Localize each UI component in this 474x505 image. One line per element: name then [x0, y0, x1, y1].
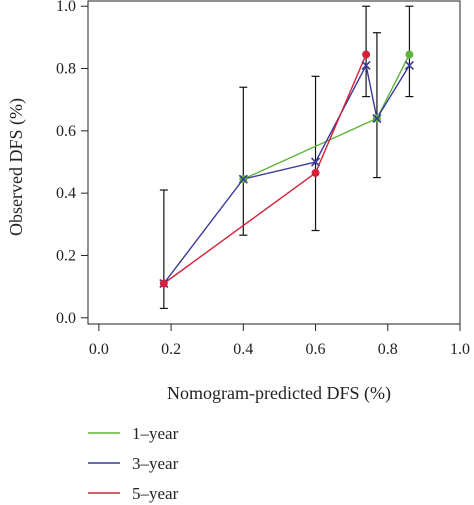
x-tick-label: 0.8	[378, 341, 398, 358]
y-axis-label: Observed DFS (%)	[6, 98, 27, 236]
data-point-stroke	[372, 113, 382, 123]
x-axis-label: Nomogram-predicted DFS (%)	[167, 383, 391, 404]
axes	[81, 0, 461, 331]
x-tick-label: 0.0	[89, 341, 109, 358]
x-tick-label: 1.0	[450, 341, 470, 358]
data-point-stroke	[238, 174, 248, 184]
data-point-stroke	[404, 60, 415, 70]
data-point	[159, 279, 168, 288]
data-point	[238, 174, 248, 184]
x-tick-label: 0.6	[306, 341, 326, 358]
data-point	[311, 168, 320, 177]
data-point-stroke	[310, 157, 321, 167]
legend-label: 1–year	[132, 424, 179, 443]
y-tick-label: 0.0	[56, 310, 76, 327]
tick-labels: 0.0 0.2 0.4 0.6 0.8 1.0 0.0 0.2 0.4 0.6 0.8 1.0	[56, 0, 470, 358]
y-tick-label: 0.4	[56, 185, 76, 202]
series-lines	[163, 54, 411, 285]
legend-label: 5–year	[132, 484, 179, 503]
data-point-stroke	[361, 60, 371, 70]
y-tick-label: 0.8	[56, 61, 76, 78]
plot-frame	[87, 0, 461, 325]
series-line-1	[243, 54, 411, 180]
data-point	[310, 157, 321, 167]
x-tick-label: 0.4	[233, 341, 253, 358]
x-tick-label: 0.2	[161, 341, 181, 358]
series-markers	[159, 50, 415, 289]
data-point	[362, 50, 371, 59]
y-tick-label: 0.6	[56, 123, 76, 140]
legend: 1–year 3–year 5–year	[88, 424, 179, 503]
series-line-2	[163, 63, 410, 284]
error-bars	[159, 5, 414, 310]
y-tick-label: 0.2	[56, 247, 76, 264]
data-point	[372, 113, 382, 123]
y-tick-label: 1.0	[56, 0, 76, 15]
data-point	[405, 50, 414, 59]
data-point	[361, 60, 371, 70]
data-point	[404, 60, 415, 70]
legend-label: 3–year	[132, 454, 179, 473]
